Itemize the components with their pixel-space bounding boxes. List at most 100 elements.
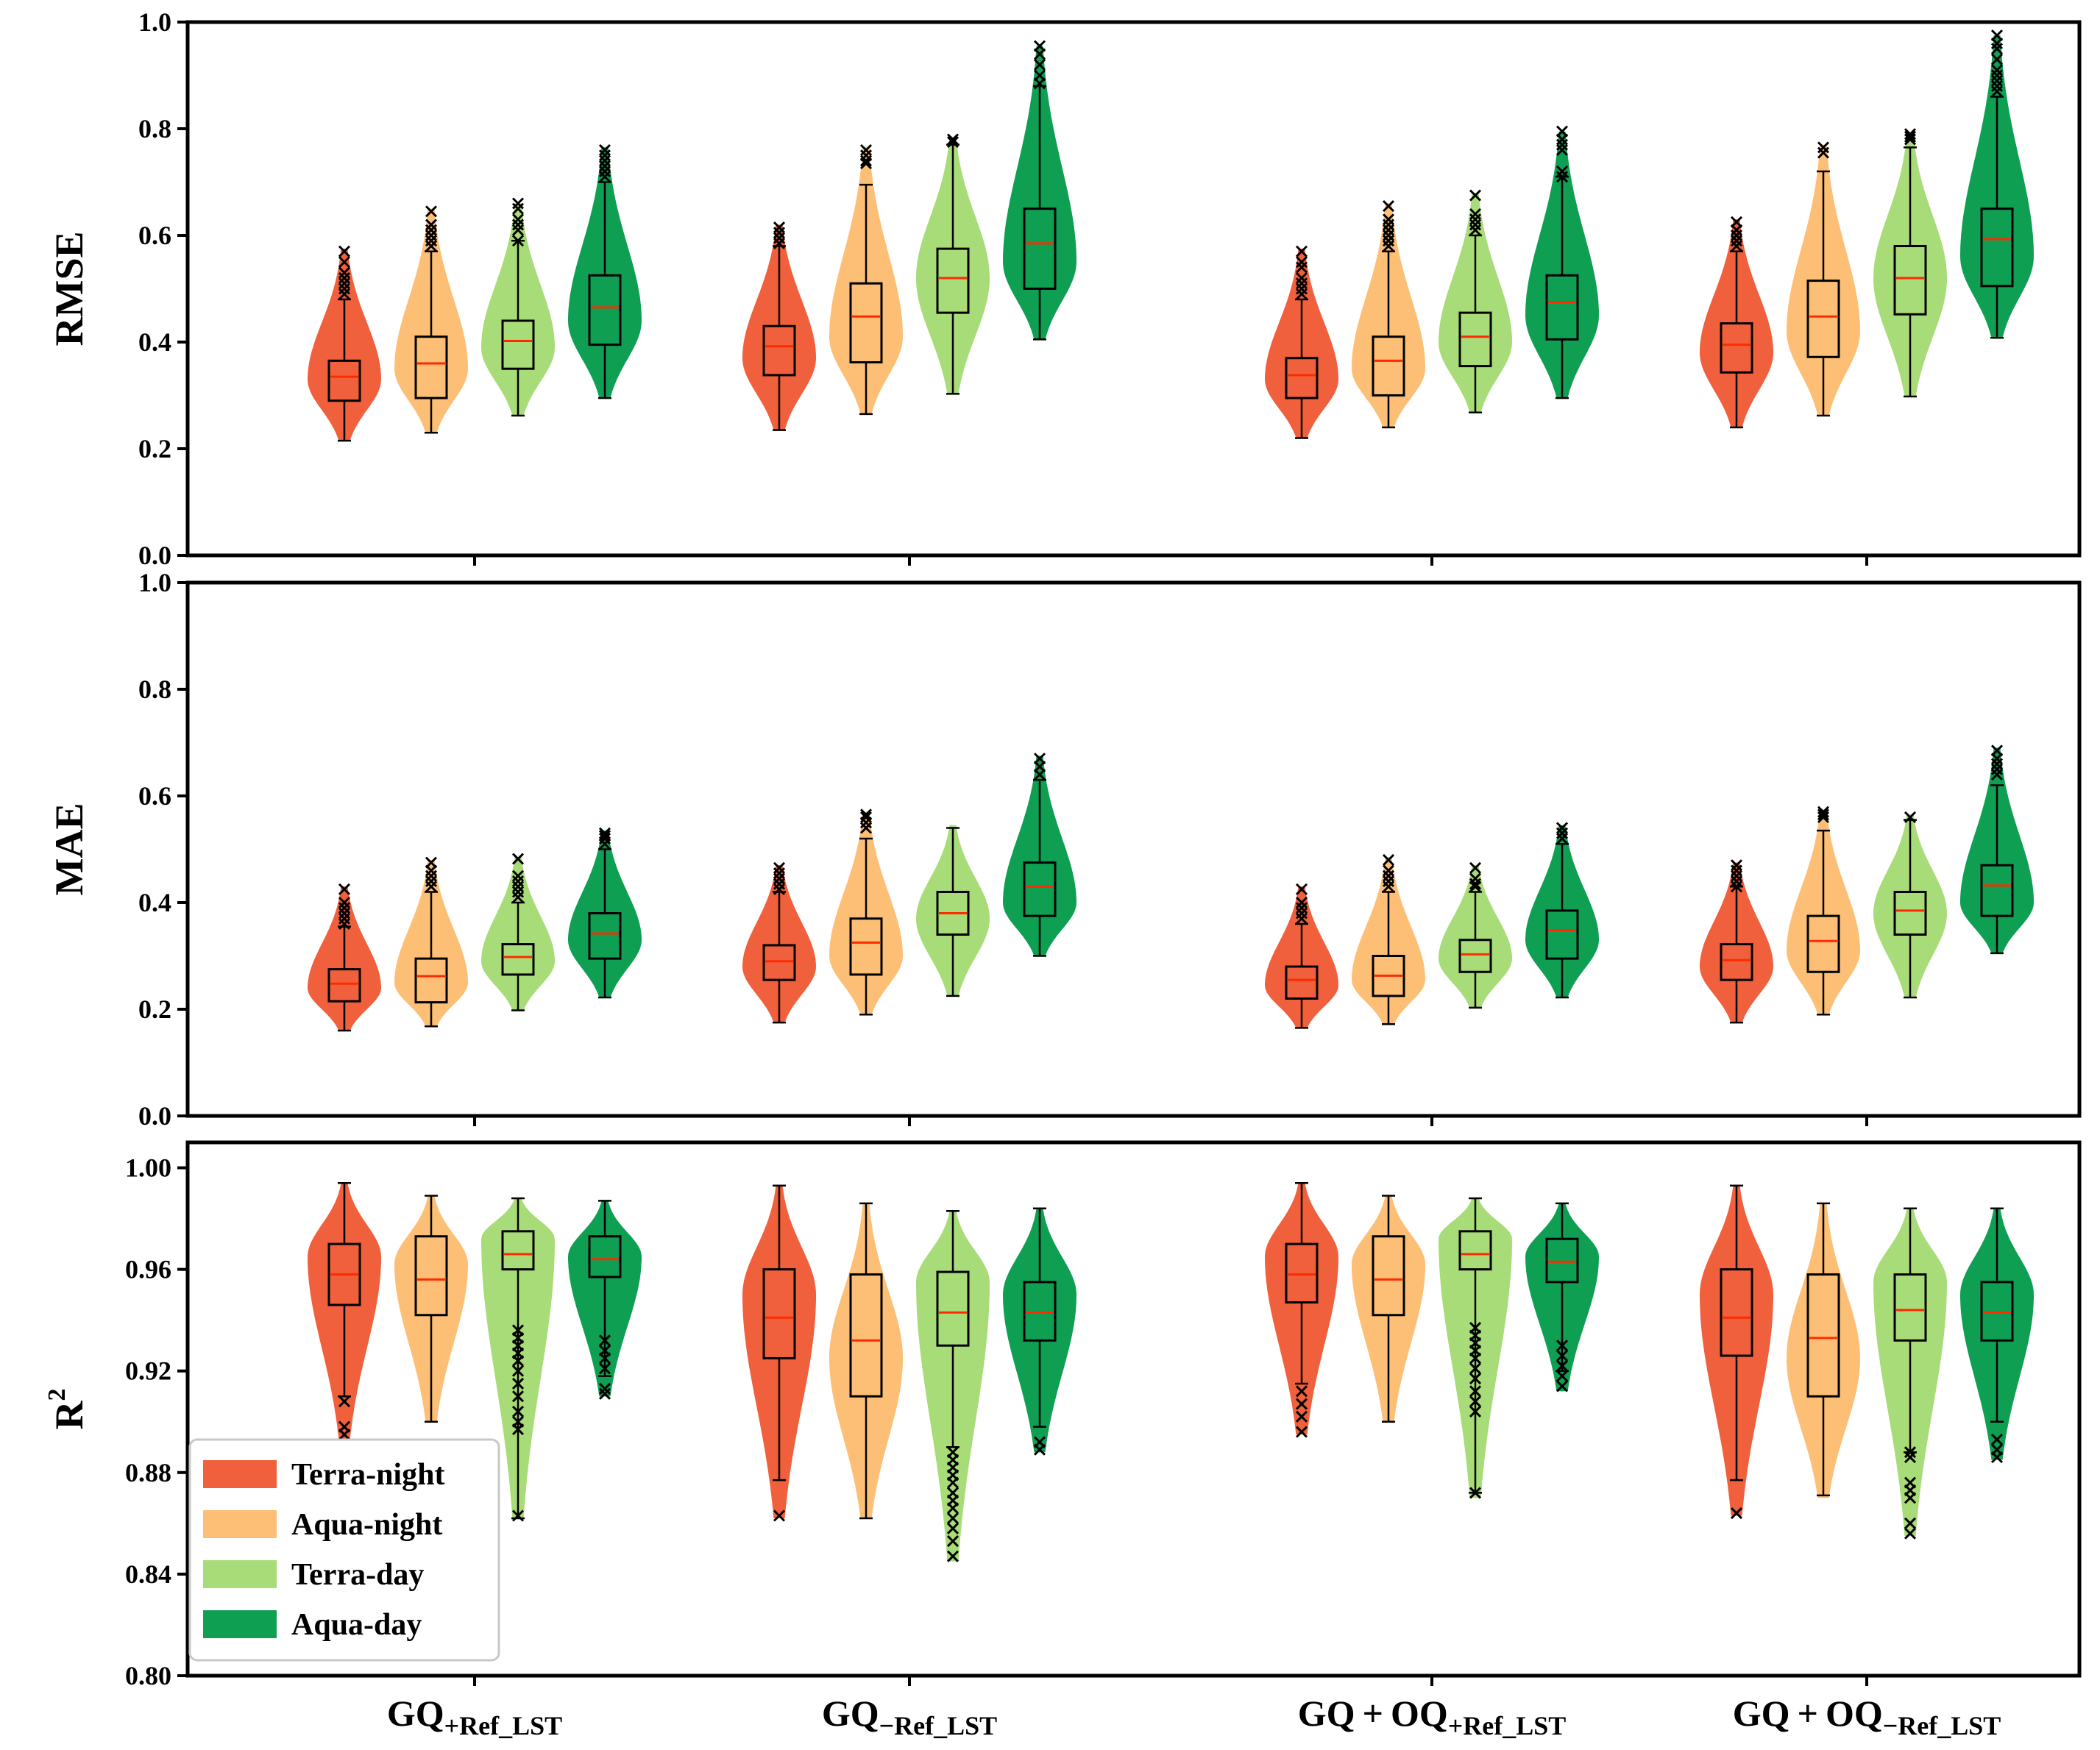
outlier-stroke xyxy=(338,245,351,257)
outlier-stroke xyxy=(1556,1349,1569,1362)
iqr-box xyxy=(1545,274,1579,341)
outlier-stroke xyxy=(338,288,351,300)
violin-body xyxy=(829,1203,903,1518)
outlier-marker xyxy=(1556,832,1569,845)
outlier-marker xyxy=(1469,861,1482,874)
outlier-stroke xyxy=(1730,881,1743,893)
iqr-box xyxy=(1023,207,1057,290)
y-axis-label: R2 xyxy=(43,1389,91,1430)
outlier-marker xyxy=(1990,1433,2004,1445)
outlier-stroke xyxy=(1382,240,1395,252)
iqr-box xyxy=(327,359,361,402)
y-axis-label: RMSE xyxy=(47,231,91,346)
violin-body xyxy=(1003,1208,1076,1453)
outlier-stroke xyxy=(511,202,525,215)
outlier-stroke xyxy=(1990,1433,2004,1445)
iqr-box xyxy=(1372,1235,1405,1317)
outlier-marker xyxy=(1990,1451,2004,1464)
outlier-stroke xyxy=(1295,912,1308,925)
outlier-marker xyxy=(1556,171,1569,183)
iqr-box xyxy=(1285,1242,1319,1303)
violin-terra-day xyxy=(1439,189,1512,413)
outlier-stroke xyxy=(1556,143,1569,157)
legend-item-terra-day: Terra-day xyxy=(203,1558,424,1592)
violin-aqua-night xyxy=(394,856,468,1028)
y-tick-label: 0.8 xyxy=(138,114,171,143)
outlier-marker xyxy=(338,883,351,895)
violin-terra-day xyxy=(916,1209,990,1562)
outlier-stroke xyxy=(1556,1380,1569,1392)
legend-item-terra-night: Terra-night xyxy=(203,1458,444,1492)
outlier-marker xyxy=(1469,1362,1482,1375)
iqr-box xyxy=(936,1270,970,1347)
outlier-stroke xyxy=(859,822,873,834)
outlier-stroke xyxy=(1904,1492,1917,1504)
outlier-marker xyxy=(1817,808,1830,821)
iqr-box xyxy=(588,1235,622,1278)
outlier-stroke xyxy=(859,154,873,167)
violin-aqua-night xyxy=(1352,200,1425,429)
violin-terra-day xyxy=(481,1197,555,1522)
outlier-marker xyxy=(338,245,351,257)
iqr-box xyxy=(1458,311,1492,368)
outlier-marker xyxy=(1295,1426,1308,1438)
violin-aqua-night xyxy=(829,1202,903,1520)
outlier-stroke xyxy=(1295,261,1308,274)
x-tick-label: GQ + OQ+Ref_LST xyxy=(1298,1693,1567,1740)
violin-terra-night xyxy=(1700,1184,1773,1520)
outlier-stroke xyxy=(511,1390,525,1403)
iqr-box xyxy=(588,274,622,346)
violin-terra-night xyxy=(1700,216,1773,429)
x-tick-label-main: GQ xyxy=(822,1693,879,1734)
outlier-marker xyxy=(1469,1395,1482,1408)
panel-r: 0.80 0.84 0.88 0.92 0.96 1.00 R2 xyxy=(43,1140,2082,1690)
outlier-stroke xyxy=(1556,171,1569,183)
legend-frame xyxy=(188,1438,500,1662)
violin-body xyxy=(742,224,816,430)
outlier-marker xyxy=(859,154,873,167)
outlier-stroke xyxy=(946,133,959,146)
y-axis-label-text: R xyxy=(47,1401,91,1430)
y-tick-label: 1.00 xyxy=(125,1153,171,1183)
violin-terra-night xyxy=(1700,859,1773,1024)
violin-terra-night xyxy=(308,883,381,1032)
legend-swatch xyxy=(203,1460,277,1488)
outlier-stroke xyxy=(1033,1443,1046,1456)
violin-terra-day xyxy=(481,853,555,1011)
iqr-box xyxy=(1893,891,1927,936)
outlier-marker xyxy=(511,1405,525,1418)
violin-aqua-day xyxy=(1960,744,2034,955)
iqr-box xyxy=(1372,335,1405,396)
panel-mae: 0.0 0.2 0.4 0.6 0.8 1.0 MAE xyxy=(47,568,2082,1131)
outlier-marker xyxy=(859,822,873,834)
outlier-stroke xyxy=(1469,1487,1482,1499)
outlier-stroke xyxy=(1295,1398,1308,1410)
outlier-marker xyxy=(946,1502,959,1515)
outlier-stroke xyxy=(1033,768,1046,781)
outlier-stroke xyxy=(1904,1446,1917,1459)
iqr-box xyxy=(1023,861,1057,917)
outlier-marker xyxy=(1556,1340,1569,1352)
outlier-marker xyxy=(425,881,438,893)
outlier-stroke xyxy=(338,256,351,268)
panel-rmse: 0.0 0.2 0.4 0.6 0.8 1.0 RMSE xyxy=(47,7,2082,570)
outlier-stroke xyxy=(1469,1362,1482,1375)
violin-terra-night xyxy=(742,221,816,431)
outlier-marker xyxy=(338,288,351,300)
y-tick-label: 1.0 xyxy=(138,568,171,597)
outlier-stroke xyxy=(1990,43,2004,55)
violin-terra-day xyxy=(1439,1197,1512,1499)
violin-body xyxy=(1960,1208,2034,1460)
outlier-stroke xyxy=(946,1522,959,1534)
outlier-marker xyxy=(598,1352,611,1365)
outlier-marker xyxy=(1556,1359,1569,1372)
iqr-box xyxy=(1285,965,1319,1000)
outlier-marker xyxy=(1295,288,1308,300)
outlier-marker xyxy=(1382,240,1395,252)
outlier-marker xyxy=(1382,200,1395,213)
outlier-stroke xyxy=(1469,881,1482,893)
outlier-stroke xyxy=(1990,53,2004,65)
y-axis-label: MAE xyxy=(47,803,91,896)
outlier-marker xyxy=(859,157,873,170)
outlier-stroke xyxy=(598,1352,611,1365)
